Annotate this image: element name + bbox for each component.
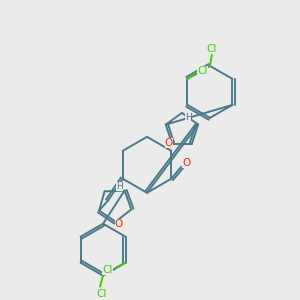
Text: H: H [185, 113, 191, 122]
Text: O: O [115, 219, 123, 229]
Text: Cl: Cl [197, 66, 208, 76]
Text: Cl: Cl [97, 289, 107, 298]
Text: Cl: Cl [102, 265, 113, 275]
Text: H: H [116, 182, 123, 191]
Text: O: O [165, 138, 173, 148]
Text: Cl: Cl [207, 44, 217, 54]
Text: O: O [182, 158, 190, 168]
